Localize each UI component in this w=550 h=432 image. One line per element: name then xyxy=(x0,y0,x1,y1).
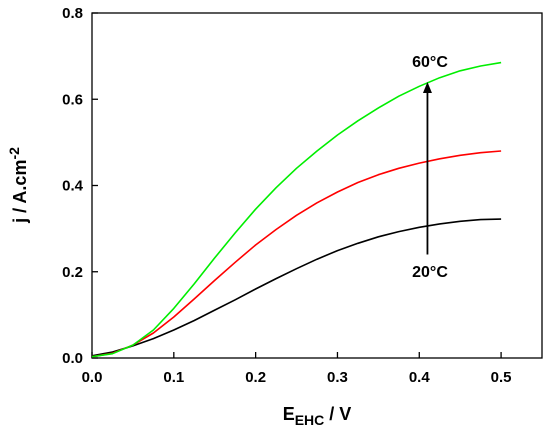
y-tick-label: 0.8 xyxy=(62,5,83,22)
temperature-arrow xyxy=(422,82,432,255)
y-tick-label: 0.6 xyxy=(62,91,83,108)
x-tick-label: 0.3 xyxy=(327,369,348,386)
y-tick-label: 0.4 xyxy=(62,178,84,195)
y-tick-label: 0.0 xyxy=(62,350,83,367)
x-tick-label: 0.0 xyxy=(82,369,103,386)
y-axis-title: j / A.cm-2 xyxy=(6,147,30,224)
x-axis-title: EEHC / V xyxy=(283,404,352,428)
series-lines xyxy=(91,61,502,358)
x-tick-label: 0.1 xyxy=(163,369,184,386)
plot-frame xyxy=(91,12,543,359)
series-line-2 xyxy=(91,61,502,358)
x-tick-label: 0.2 xyxy=(245,369,266,386)
arrow-head-icon xyxy=(422,82,432,93)
series-line-1 xyxy=(91,150,502,358)
y-axis-ticks: 0.0 0.2 0.4 0.6 0.8 xyxy=(62,5,98,367)
label-60c: 60°C xyxy=(412,54,448,71)
x-tick-label: 0.5 xyxy=(491,369,512,386)
series-line-0 xyxy=(91,218,502,357)
x-tick-label: 0.4 xyxy=(409,369,431,386)
label-20c: 20°C xyxy=(412,264,448,281)
y-tick-label: 0.2 xyxy=(62,264,83,281)
x-axis-ticks: 0.0 0.1 0.2 0.3 0.4 0.5 xyxy=(82,352,512,386)
